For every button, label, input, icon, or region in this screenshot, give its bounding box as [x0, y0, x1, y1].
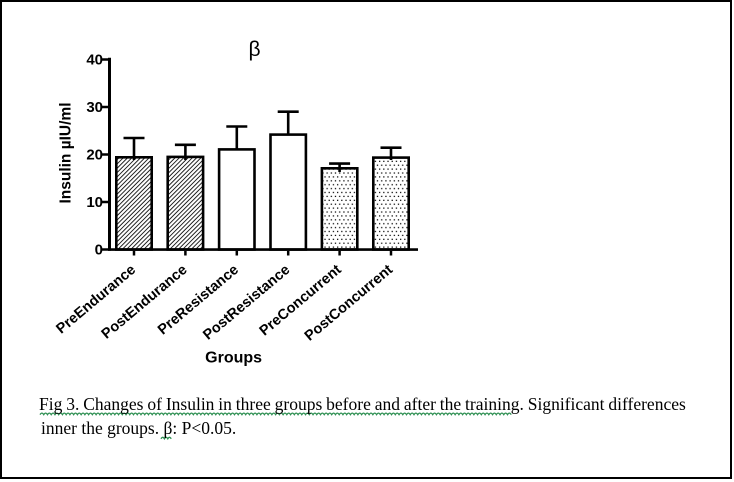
- svg-text:Insulin µIU/ml: Insulin µIU/ml: [57, 102, 74, 203]
- svg-text:20: 20: [86, 146, 103, 163]
- svg-text:10: 10: [86, 194, 103, 211]
- svg-text:PostConcurrent: PostConcurrent: [302, 262, 396, 345]
- svg-text:PostEndurance: PostEndurance: [99, 262, 191, 343]
- svg-text:40: 40: [86, 51, 103, 68]
- svg-text:30: 30: [86, 99, 103, 116]
- svg-text:PostResistance: PostResistance: [200, 262, 293, 344]
- svg-text:β: β: [249, 38, 261, 61]
- svg-text:Groups: Groups: [205, 350, 262, 367]
- svg-text:0: 0: [95, 241, 103, 258]
